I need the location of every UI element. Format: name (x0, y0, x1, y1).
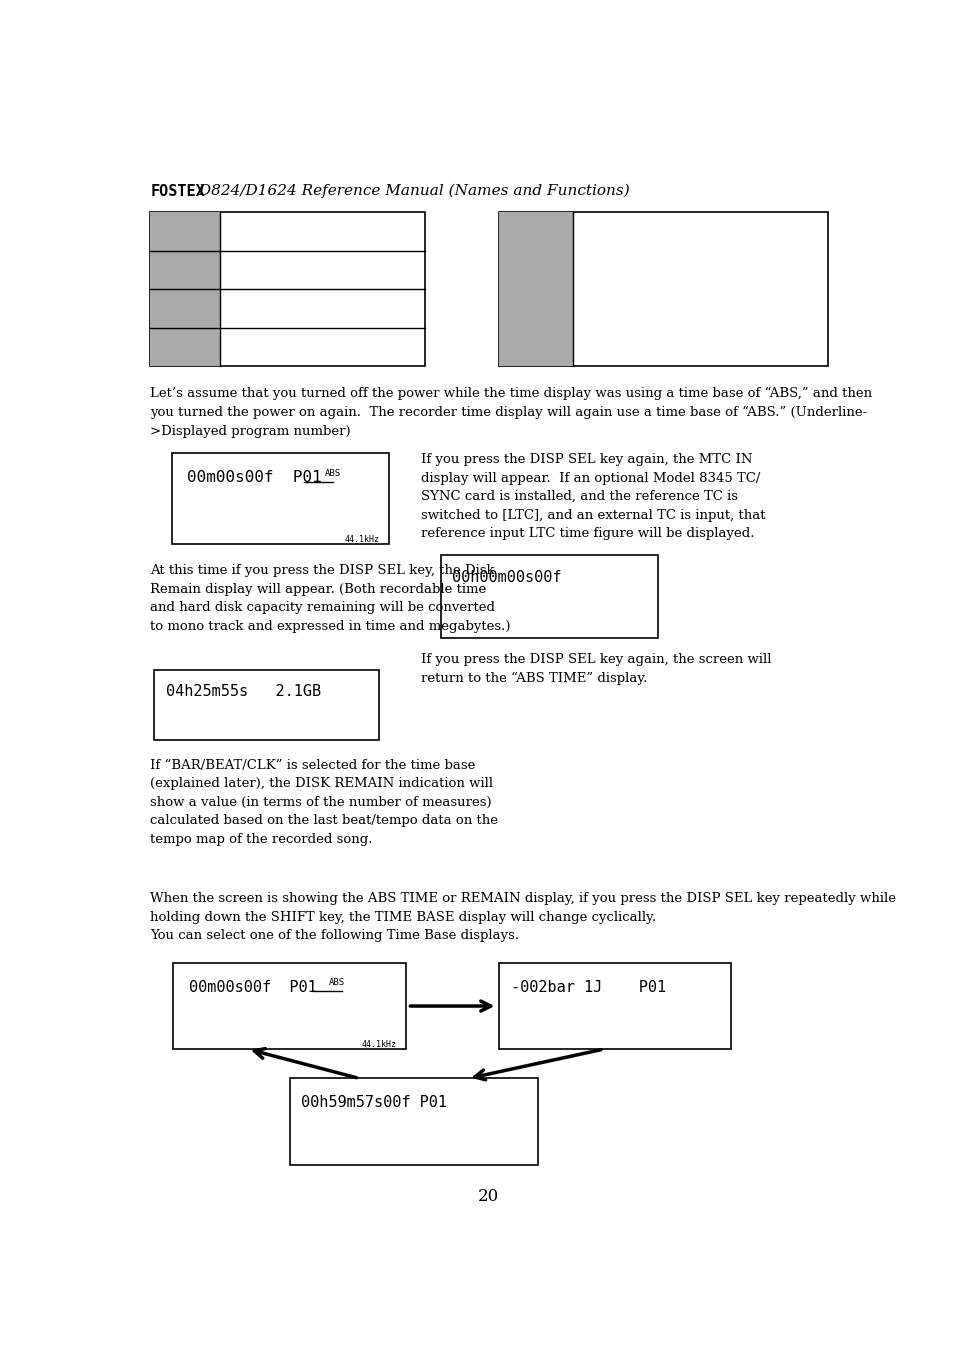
Bar (150, 251, 220, 289)
Bar (498, 963, 731, 1050)
Text: If you press the DISP SEL key again, the MTC IN
display will appear.  If an opti: If you press the DISP SEL key again, the… (421, 453, 765, 540)
Text: If you press the DISP SEL key again, the screen will
return to the “ABS TIME” di: If you press the DISP SEL key again, the… (421, 654, 771, 685)
Text: 44.1kHz: 44.1kHz (361, 1040, 396, 1048)
Bar (150, 328, 220, 366)
Bar (150, 289, 220, 328)
Text: -002bar 1J    P01: -002bar 1J P01 (510, 979, 665, 994)
Text: When the screen is showing the ABS TIME or REMAIN display, if you press the DISP: When the screen is showing the ABS TIME … (150, 892, 895, 942)
Bar (172, 453, 389, 544)
Text: FOSTEX: FOSTEX (150, 184, 205, 199)
Text: 20: 20 (477, 1188, 499, 1205)
Text: 00h59m57s00f P01: 00h59m57s00f P01 (301, 1096, 447, 1111)
Text: At this time if you press the DISP SEL key, the Disk
Remain display will appear.: At this time if you press the DISP SEL k… (150, 565, 510, 632)
Bar (150, 212, 425, 366)
Text: ABS: ABS (328, 978, 344, 988)
Text: 00m00s00f  P01: 00m00s00f P01 (189, 979, 316, 994)
Text: ABS: ABS (324, 469, 340, 478)
Bar (290, 1078, 537, 1165)
Text: 00m00s00f  P01: 00m00s00f P01 (187, 470, 322, 485)
Bar (440, 555, 658, 638)
Bar (498, 212, 827, 366)
Text: Let’s assume that you turned off the power while the time display was using a ti: Let’s assume that you turned off the pow… (150, 386, 871, 438)
Bar (173, 963, 406, 1050)
Text: 00h00m00s00f: 00h00m00s00f (452, 570, 561, 585)
Text: 44.1kHz: 44.1kHz (344, 535, 379, 544)
Text: If “BAR/BEAT/CLK” is selected for the time base
(explained later), the DISK REMA: If “BAR/BEAT/CLK” is selected for the ti… (150, 759, 497, 846)
Text: 04h25m55s   2.1GB: 04h25m55s 2.1GB (166, 684, 320, 700)
Bar (154, 670, 378, 739)
Text: D824/D1624 Reference Manual (Names and Functions): D824/D1624 Reference Manual (Names and F… (193, 184, 629, 199)
Bar (150, 212, 220, 251)
Bar (498, 212, 572, 366)
